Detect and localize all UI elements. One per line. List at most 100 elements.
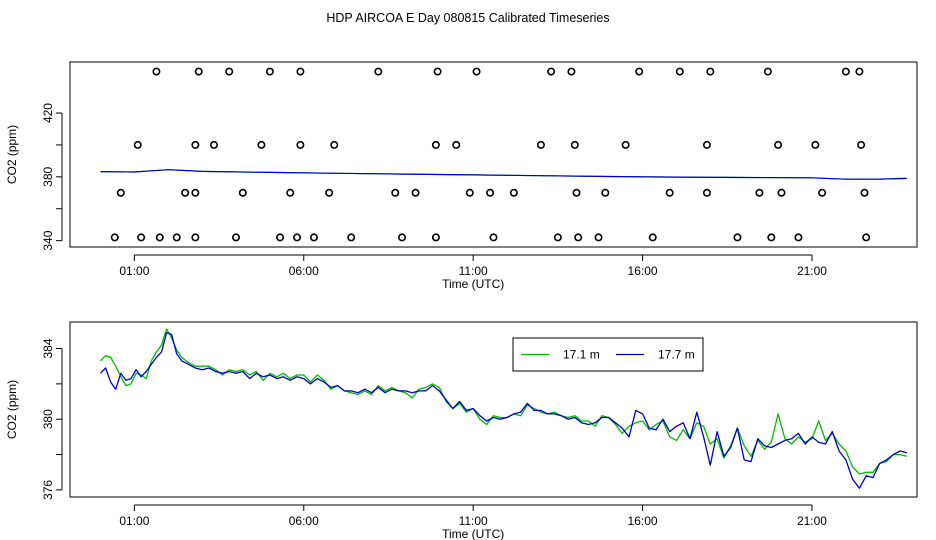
data-point xyxy=(794,233,803,242)
data-point xyxy=(172,233,181,242)
data-point xyxy=(855,67,864,76)
data-point xyxy=(155,233,164,242)
data-point xyxy=(702,188,711,197)
data-point xyxy=(472,67,481,76)
data-point xyxy=(433,67,442,76)
data-point xyxy=(181,188,190,197)
data-point xyxy=(152,67,161,76)
data-point xyxy=(811,140,820,149)
data-point xyxy=(621,140,630,149)
data-point xyxy=(574,233,583,242)
x-tick-label: 11:00 xyxy=(459,514,488,528)
x-tick-label: 06:00 xyxy=(289,514,319,528)
x-tick-label: 01:00 xyxy=(119,514,149,528)
data-point xyxy=(116,188,125,197)
data-point xyxy=(755,188,764,197)
data-point xyxy=(857,140,866,149)
data-point xyxy=(276,233,285,242)
x-tick-label: 11:00 xyxy=(459,264,488,278)
data-point xyxy=(567,67,576,76)
data-point xyxy=(702,140,711,149)
x-tick-label: 06:00 xyxy=(289,264,319,278)
bottom-panel: 01:00 06:00 11:00 16:00 21:00 Time (UTC) 376 38… xyxy=(5,321,918,540)
y-axis-label: CO2 (ppm) xyxy=(5,380,19,439)
y-tick-label: 420 xyxy=(41,103,55,123)
data-point xyxy=(309,233,318,242)
data-point xyxy=(209,140,218,149)
data-point xyxy=(706,67,715,76)
data-point xyxy=(347,233,356,242)
figure-title: HDP AIRCOA E Day 080815 Calibrated Times… xyxy=(326,11,609,25)
y-axis-label: CO2 (ppm) xyxy=(5,125,19,184)
data-point xyxy=(191,188,200,197)
data-point xyxy=(238,188,247,197)
x-tick-label: 21:00 xyxy=(797,264,827,278)
data-point xyxy=(137,233,146,242)
y-tick-label: 380 xyxy=(41,409,55,429)
x-tick-label: 01:00 xyxy=(119,264,149,278)
data-point xyxy=(194,67,203,76)
legend-label: 17.7 m xyxy=(658,348,695,362)
data-point xyxy=(818,188,827,197)
data-point xyxy=(296,140,305,149)
data-point xyxy=(286,188,295,197)
series-line-17-1-m xyxy=(100,328,907,475)
data-point xyxy=(257,140,266,149)
data-point xyxy=(133,140,142,149)
data-point xyxy=(452,140,461,149)
data-point xyxy=(763,67,772,76)
y-tick-label: 380 xyxy=(41,166,55,186)
data-point xyxy=(292,233,301,242)
data-point xyxy=(225,67,234,76)
data-point xyxy=(601,188,610,197)
data-point xyxy=(635,67,644,76)
data-point xyxy=(191,233,200,242)
data-point xyxy=(325,188,334,197)
x-tick-label: 16:00 xyxy=(628,264,658,278)
data-point xyxy=(374,67,383,76)
series-line-17-7m xyxy=(100,169,907,180)
data-point xyxy=(594,233,603,242)
data-point xyxy=(191,140,200,149)
data-point xyxy=(110,233,119,242)
plot-frame xyxy=(69,61,918,248)
data-point xyxy=(509,188,518,197)
x-tick-label: 21:00 xyxy=(797,514,827,528)
data-point xyxy=(330,140,339,149)
plot-frame xyxy=(69,321,918,498)
data-point xyxy=(232,233,241,242)
series-line-17-7-m xyxy=(100,331,907,489)
data-point xyxy=(536,140,545,149)
data-point xyxy=(265,67,274,76)
data-point xyxy=(841,67,850,76)
data-point xyxy=(570,140,579,149)
data-point xyxy=(547,67,556,76)
data-point xyxy=(431,140,440,149)
data-point xyxy=(675,67,684,76)
top-panel: 01:00 06:00 11:00 16:00 21:00 Time (UTC) 340 38… xyxy=(5,61,918,291)
y-tick-label: 376 xyxy=(41,480,55,500)
data-point xyxy=(862,233,871,242)
data-point xyxy=(572,188,581,197)
data-point xyxy=(465,188,474,197)
data-point xyxy=(411,188,420,197)
data-point xyxy=(767,233,776,242)
data-point xyxy=(398,233,407,242)
y-tick-label: 340 xyxy=(41,230,55,250)
x-tick-label: 16:00 xyxy=(628,514,658,528)
data-point xyxy=(665,188,674,197)
data-point xyxy=(296,67,305,76)
data-point xyxy=(486,188,495,197)
data-point xyxy=(553,233,562,242)
y-tick-label: 384 xyxy=(41,338,55,358)
data-point xyxy=(774,140,783,149)
x-axis-label: Time (UTC) xyxy=(442,527,504,540)
data-point xyxy=(391,188,400,197)
data-point xyxy=(431,233,440,242)
data-point xyxy=(648,233,657,242)
data-point xyxy=(777,188,786,197)
x-axis-label: Time (UTC) xyxy=(442,277,504,291)
data-point xyxy=(860,188,869,197)
data-point xyxy=(489,233,498,242)
